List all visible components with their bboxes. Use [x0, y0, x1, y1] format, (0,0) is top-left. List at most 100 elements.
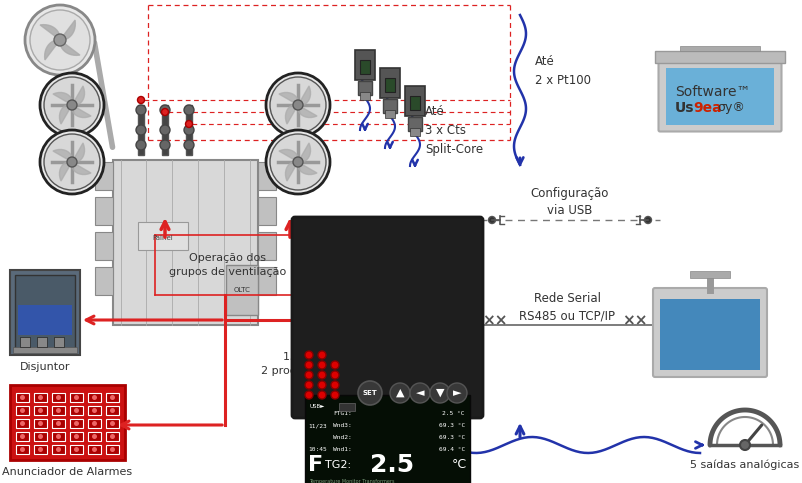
- Circle shape: [137, 97, 144, 103]
- Bar: [407, 117, 422, 131]
- Text: Operação dos
grupos de ventilação: Operação dos grupos de ventilação: [168, 254, 286, 277]
- Bar: [679, 45, 759, 51]
- Bar: [34, 432, 47, 441]
- Bar: [70, 406, 83, 415]
- Text: USB►: USB►: [310, 404, 325, 410]
- Bar: [95, 197, 113, 225]
- Circle shape: [74, 447, 79, 452]
- Circle shape: [410, 383, 429, 403]
- Bar: [410, 96, 419, 110]
- Circle shape: [38, 447, 43, 452]
- Bar: [10, 270, 80, 355]
- Circle shape: [293, 100, 302, 110]
- Circle shape: [160, 125, 170, 135]
- Bar: [359, 60, 370, 74]
- Bar: [379, 68, 399, 98]
- Polygon shape: [298, 162, 317, 174]
- Circle shape: [56, 447, 61, 452]
- Text: Anunciador de Alarmes: Anunciador de Alarmes: [2, 467, 132, 477]
- Circle shape: [92, 395, 97, 400]
- Bar: [106, 419, 119, 428]
- Text: Us: Us: [674, 101, 694, 115]
- Circle shape: [56, 408, 61, 413]
- Bar: [52, 406, 65, 415]
- Bar: [338, 403, 354, 411]
- Text: 69.3 °C: 69.3 °C: [438, 424, 464, 428]
- Polygon shape: [53, 149, 72, 162]
- Circle shape: [185, 120, 192, 128]
- Bar: [52, 432, 65, 441]
- Bar: [383, 99, 396, 113]
- Polygon shape: [60, 40, 80, 56]
- Circle shape: [56, 434, 61, 439]
- Circle shape: [160, 140, 170, 150]
- Bar: [257, 267, 276, 295]
- Circle shape: [161, 109, 168, 115]
- Bar: [34, 445, 47, 454]
- Circle shape: [44, 134, 100, 190]
- Circle shape: [330, 371, 338, 379]
- Bar: [16, 419, 29, 428]
- Text: Até
2 x Pt100: Até 2 x Pt100: [534, 55, 590, 87]
- Text: Wnd2:: Wnd2:: [333, 436, 351, 440]
- Text: 2.5 °C: 2.5 °C: [442, 412, 464, 416]
- Polygon shape: [72, 162, 91, 174]
- Circle shape: [74, 408, 79, 413]
- Circle shape: [265, 130, 330, 194]
- Circle shape: [56, 395, 61, 400]
- Bar: [70, 445, 83, 454]
- Bar: [358, 81, 371, 95]
- Text: Wnd3:: Wnd3:: [333, 424, 351, 428]
- Circle shape: [67, 157, 77, 167]
- Circle shape: [184, 140, 194, 150]
- Text: Software™: Software™: [674, 85, 749, 99]
- Circle shape: [488, 216, 495, 224]
- Text: ▼: ▼: [435, 388, 444, 398]
- Bar: [384, 110, 395, 118]
- Bar: [70, 419, 83, 428]
- Circle shape: [358, 381, 382, 405]
- Text: 10:45: 10:45: [308, 448, 326, 453]
- Circle shape: [56, 421, 61, 426]
- Circle shape: [160, 105, 170, 115]
- Bar: [95, 162, 113, 190]
- Polygon shape: [278, 92, 298, 105]
- Text: TG2:: TG2:: [325, 460, 350, 470]
- Bar: [257, 197, 276, 225]
- FancyBboxPatch shape: [292, 217, 482, 418]
- Circle shape: [739, 440, 749, 450]
- Bar: [34, 419, 47, 428]
- Polygon shape: [40, 25, 60, 40]
- Circle shape: [38, 395, 43, 400]
- Circle shape: [44, 77, 100, 133]
- Polygon shape: [298, 105, 317, 117]
- Text: SET: SET: [363, 390, 377, 396]
- Circle shape: [330, 361, 338, 369]
- Bar: [665, 68, 773, 125]
- Text: °C: °C: [452, 458, 467, 471]
- Text: 9ea: 9ea: [692, 101, 721, 115]
- Bar: [689, 271, 729, 278]
- Bar: [10, 385, 125, 460]
- Bar: [88, 445, 101, 454]
- Circle shape: [269, 134, 326, 190]
- Text: F: F: [308, 455, 322, 475]
- Circle shape: [318, 371, 326, 379]
- Circle shape: [92, 447, 97, 452]
- Bar: [88, 406, 101, 415]
- Circle shape: [265, 73, 330, 137]
- Bar: [20, 337, 30, 347]
- Bar: [88, 393, 101, 402]
- Bar: [34, 393, 47, 402]
- Circle shape: [67, 100, 77, 110]
- Polygon shape: [298, 143, 310, 162]
- Circle shape: [54, 34, 66, 46]
- Circle shape: [20, 395, 25, 400]
- Circle shape: [74, 434, 79, 439]
- Bar: [305, 395, 469, 483]
- Circle shape: [293, 157, 302, 167]
- Circle shape: [305, 371, 313, 379]
- Bar: [106, 432, 119, 441]
- Bar: [16, 406, 29, 415]
- Text: Wnd1:: Wnd1:: [333, 448, 351, 453]
